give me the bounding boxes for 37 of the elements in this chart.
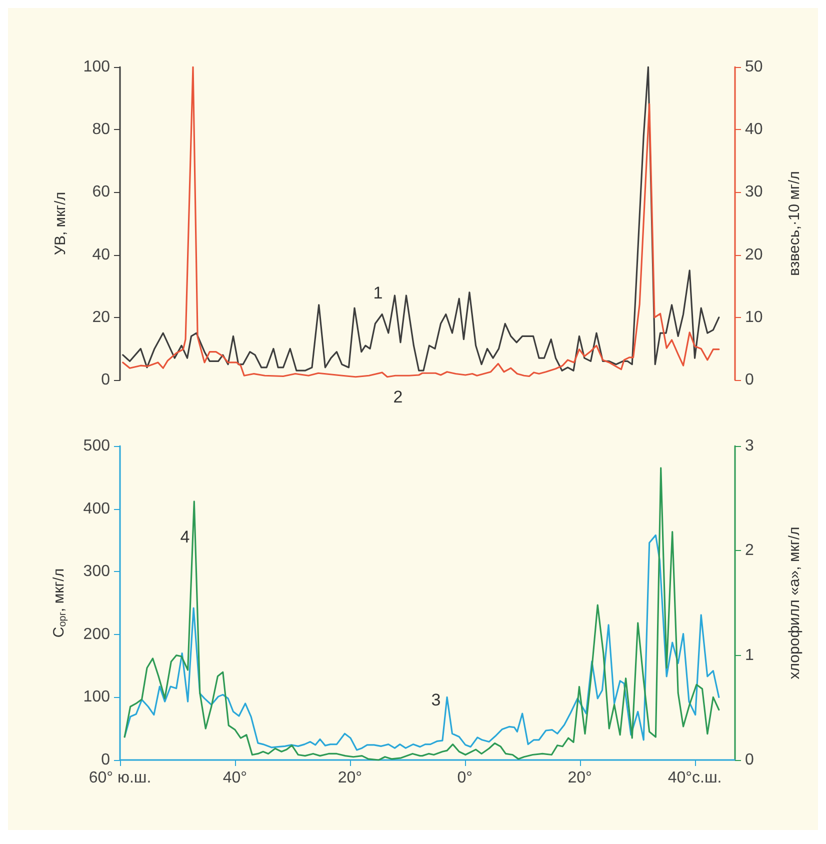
x-tick-label: 0° (457, 770, 473, 786)
y-tick-label: 80 (92, 121, 110, 138)
y2-tick-label: 2 (745, 542, 754, 560)
y-tick-label: 0 (101, 372, 110, 388)
y-tick-label: 20 (92, 308, 110, 326)
y2-tick-label: 20 (745, 246, 763, 264)
y-tick-label: 100 (83, 688, 110, 706)
y2-tick-label: 3 (745, 438, 754, 454)
y2-tick-label: 30 (745, 184, 763, 201)
y2-tick-label: 0 (745, 752, 754, 768)
y2-tick-label: 40 (745, 121, 763, 138)
y-tick-label: 500 (83, 438, 110, 454)
x-tick-label: 60° ю.ш. (88, 770, 152, 786)
x-tick-label: 40° (222, 770, 248, 786)
y-tick-label: 200 (83, 626, 110, 643)
x-tick-label: 40°с.ш. (668, 770, 722, 786)
y2-axis-title: взвесь,·10 мг/л (786, 171, 803, 276)
y2-tick-label: 0 (745, 372, 754, 388)
y-tick-label: 100 (83, 58, 110, 76)
y2-tick-label: 50 (745, 58, 763, 76)
annotation: 1 (373, 284, 383, 302)
y-axis-title: УВ, мкг/л (52, 192, 69, 256)
y-tick-label: 60 (92, 184, 110, 201)
y-tick-label: 400 (83, 500, 110, 518)
annotation: 4 (180, 528, 190, 546)
text: 2 (393, 388, 403, 406)
line-series (124, 467, 720, 761)
x-tick-label: 20° (568, 770, 592, 786)
x-tick-label: 20° (338, 770, 362, 786)
y-tick-label: 300 (83, 563, 110, 580)
y-axis-title: Cорг, мкг/л (50, 568, 68, 638)
y2-axis-title: хлорофилл «a», мкг/л (786, 526, 803, 680)
y2-tick-label: 10 (745, 308, 763, 326)
annotation: 3 (431, 690, 441, 710)
y-tick-label: 40 (92, 246, 110, 264)
y-tick-label: 0 (101, 752, 110, 768)
y2-tick-label: 1 (745, 646, 754, 664)
